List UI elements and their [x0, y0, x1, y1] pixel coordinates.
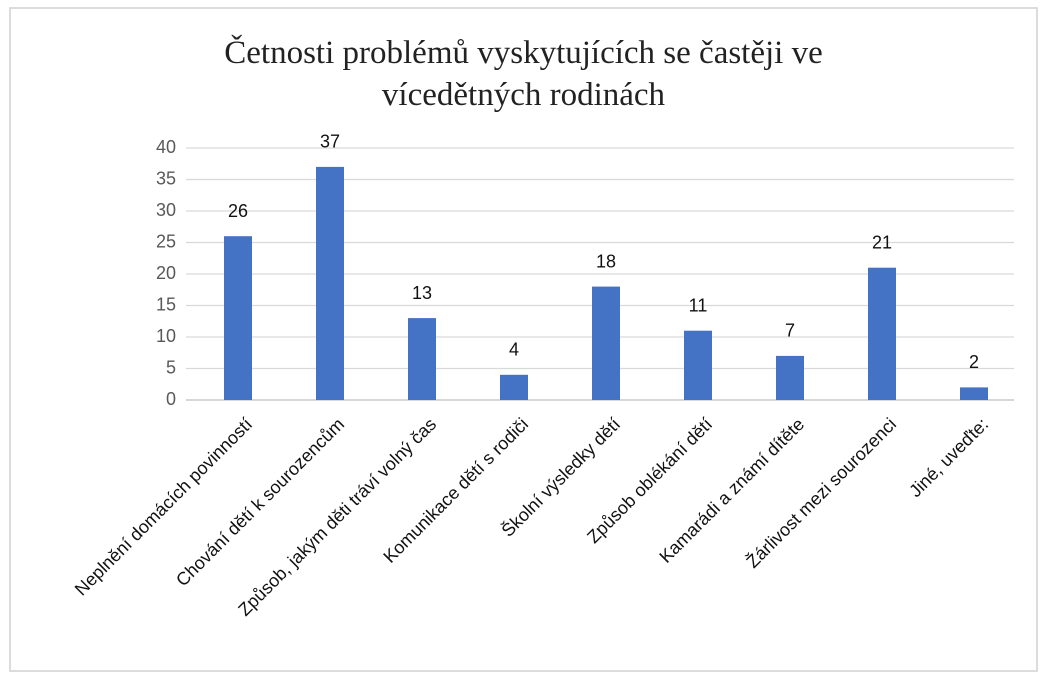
x-tick-label: Chování dětí k sourozencům: [172, 414, 348, 590]
x-tick-label: Neplnění domácích povinností: [71, 414, 256, 599]
data-label: 18: [596, 251, 616, 271]
y-tick-label: 25: [156, 231, 176, 251]
x-tick-label: Jiné, uveďte:: [905, 414, 992, 501]
data-label: 26: [228, 201, 248, 221]
data-label: 4: [509, 340, 519, 360]
x-tick-label: Způsob, jakým děti tráví volný čas: [234, 414, 440, 620]
bar: [316, 166, 344, 400]
data-label: 7: [785, 321, 795, 341]
bar: [224, 236, 252, 400]
y-tick-label: 5: [166, 357, 176, 377]
bar: [960, 387, 988, 400]
data-label: 13: [412, 283, 432, 303]
data-label: 11: [689, 295, 708, 315]
x-tick-label: Žárlivost mezi sourozenci: [742, 414, 900, 572]
y-tick-label: 20: [156, 263, 176, 283]
bar: [408, 318, 436, 400]
y-tick-label: 0: [166, 389, 176, 409]
bar: [500, 374, 528, 400]
y-tick-label: 10: [156, 326, 176, 346]
y-tick-label: 40: [156, 137, 176, 157]
chart-title: Četnosti problémů vyskytujících se častě…: [224, 35, 823, 113]
chart-title-box: Četnosti problémů vyskytujících se častě…: [0, 32, 1047, 116]
chart-border: [9, 7, 1038, 672]
data-label: 37: [320, 132, 340, 152]
bar: [684, 330, 712, 400]
y-tick-label: 30: [156, 200, 176, 220]
bar: [776, 355, 804, 400]
y-tick-label: 15: [156, 294, 176, 314]
data-label: 21: [872, 232, 892, 252]
bar: [868, 267, 896, 400]
bar: [592, 286, 620, 400]
y-tick-label: 35: [156, 168, 176, 188]
data-label: 2: [969, 352, 979, 372]
